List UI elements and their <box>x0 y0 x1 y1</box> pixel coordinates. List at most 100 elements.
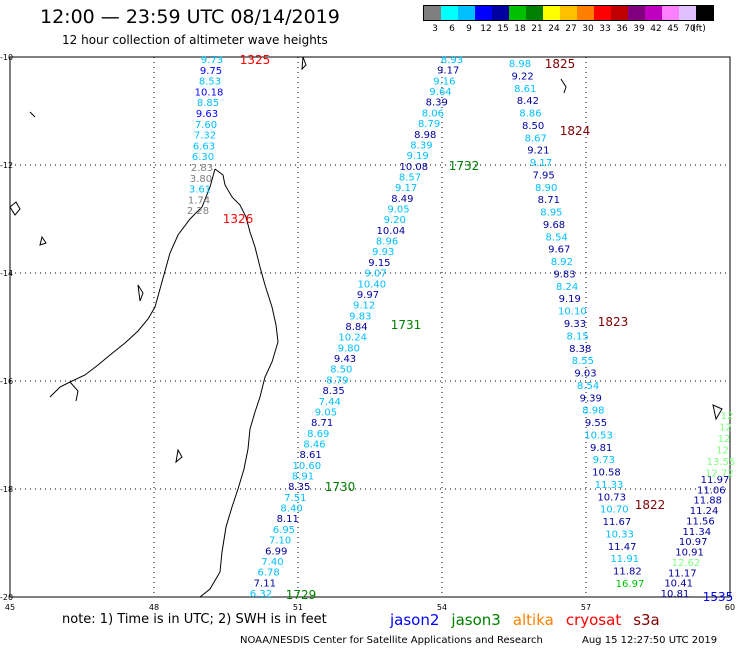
reunion-area-island <box>712 404 723 421</box>
wave-height-label: 7.11 <box>254 578 276 589</box>
wave-height-label: 8.50 <box>522 121 544 132</box>
wave-height-label: 9.67 <box>548 245 570 256</box>
wave-height-label: 9.17 <box>437 66 459 77</box>
satellite-legend: jason2 jason3 altika cryosat s3a <box>390 610 672 629</box>
wave-height-label: 6.95 <box>273 525 295 536</box>
wave-height-label: 9.22 <box>511 71 533 82</box>
wave-height-label: 11.97 <box>701 475 730 486</box>
wave-height-label: 9.81 <box>590 443 612 454</box>
wave-height-label: 12 <box>719 423 732 434</box>
wave-height-label: 12 <box>718 434 731 445</box>
wave-height-label: 11.34 <box>682 527 711 538</box>
island-small-nw <box>29 56 307 118</box>
pass-time-label: 1823 <box>598 315 629 329</box>
generated-timestamp: Aug 15 12:27:50 UTC 2019 <box>582 635 718 646</box>
wave-height-label: 3.61 <box>189 185 211 196</box>
wave-height-label: 8.54 <box>577 381 599 392</box>
wave-height-label: 8.42 <box>517 96 539 107</box>
wave-height-label: 11.24 <box>690 506 719 517</box>
legend-label: 70 <box>684 24 696 34</box>
wave-height-label: 9.39 <box>580 393 602 404</box>
y-tick-label: -20 <box>0 593 13 602</box>
x-tick-label: 54 <box>437 603 447 612</box>
wave-height-label: 10.40 <box>357 279 386 290</box>
legend-swatch <box>526 6 543 20</box>
pass-time-label: 1732 <box>449 159 480 173</box>
wave-height-label: 11.82 <box>613 567 642 578</box>
wave-height-label: 8.79 <box>418 119 440 130</box>
legend-swatch <box>424 6 441 20</box>
wave-height-label: 12.72 <box>705 469 734 480</box>
satellite-legend-s3a: s3a <box>633 611 660 629</box>
wave-height-label: 8.24 <box>556 282 578 293</box>
legend-label: 6 <box>449 24 455 34</box>
pass-time-label: 1824 <box>560 124 591 138</box>
pass-time-label: 1822 <box>635 498 666 512</box>
wave-height-label: 10.58 <box>592 468 621 479</box>
wave-height-label: 9.93 <box>372 247 394 258</box>
pass-time-label: 1730 <box>325 480 356 494</box>
wave-height-label: 11.67 <box>603 517 632 528</box>
x-tick-label: 57 <box>581 603 591 612</box>
wave-height-label: 8.40 <box>280 504 302 515</box>
legend-label: 24 <box>548 24 560 34</box>
wave-height-label: 9.83 <box>553 269 575 280</box>
wave-height-label: 8.95 <box>540 208 562 219</box>
pass-time-label: 1731 <box>391 318 422 332</box>
wave-height-label: 9.73 <box>201 55 223 66</box>
pass-time-label: 1535 <box>703 590 734 604</box>
y-tick-label: -10 <box>0 53 13 62</box>
wave-height-label: 8.50 <box>330 365 352 376</box>
wave-height-label: 8.54 <box>546 232 568 243</box>
y-tick-label: -16 <box>0 377 13 386</box>
wave-height-label: 7.51 <box>284 493 306 504</box>
wave-height-label: 8.61 <box>514 84 536 95</box>
color-scale-labels: 3 6 9 12 15 18 21 24 27 30 33 36 39 42 45 70(ft) <box>432 24 706 34</box>
wave-height-label: 10.10 <box>558 307 587 318</box>
wave-height-label: 11.33 <box>595 480 624 491</box>
wave-height-label: 8.86 <box>519 109 541 120</box>
legend-swatch <box>577 6 594 20</box>
legend-swatch <box>441 6 458 20</box>
wave-height-label: 7.95 <box>532 170 554 181</box>
wave-height-label: 8.84 <box>345 322 367 333</box>
wave-height-label: 9.19 <box>406 151 428 162</box>
wave-height-label: 9.73 <box>593 455 615 466</box>
wave-height-label: 8.38 <box>569 344 591 355</box>
page-title: 12:00 — 23:59 UTC 08/14/2019 <box>40 6 340 28</box>
legend-label: 39 <box>633 24 645 34</box>
legend-label: 12 <box>480 24 491 34</box>
wave-height-label: 8.39 <box>410 140 432 151</box>
wave-height-label: 9.97 <box>357 290 379 301</box>
wave-height-label: 8.67 <box>525 133 547 144</box>
wave-height-label: 9.64 <box>429 87 451 98</box>
wave-height-label: 6.30 <box>192 152 214 163</box>
legend-label: 33 <box>599 24 610 34</box>
wave-height-label: 6.78 <box>258 568 280 579</box>
wave-height-label: 12 <box>716 446 729 457</box>
legend-label: 9 <box>466 24 472 34</box>
wave-height-label: 9.17 <box>530 158 552 169</box>
comoros-island <box>9 201 47 246</box>
legend-swatch <box>475 6 492 20</box>
wave-height-label: 11.91 <box>610 554 639 565</box>
satellite-legend-jason3: jason3 <box>451 611 501 629</box>
y-tick-label: -18 <box>0 485 13 494</box>
wave-height-label: 12.62 <box>672 558 701 569</box>
wave-height-label: 8.53 <box>199 77 221 88</box>
wave-height-label: 8.79 <box>326 375 348 386</box>
legend-label: 3 <box>432 24 438 34</box>
legend-swatch <box>662 6 679 20</box>
wave-height-label: 10.70 <box>600 505 629 516</box>
legend-label: 30 <box>582 24 594 34</box>
wave-height-label: 10.33 <box>605 529 634 540</box>
coastline <box>9 56 723 598</box>
page-subtitle: 12 hour collection of altimeter wave hei… <box>62 33 328 47</box>
wave-height-label: 10.18 <box>195 87 224 98</box>
x-tick-label: 45 <box>5 603 15 612</box>
wave-height-label: 8.85 <box>197 98 219 109</box>
wave-height-label: 6.99 <box>265 546 287 557</box>
wave-height-label: 9.80 <box>338 343 360 354</box>
wave-height-label: 6.32 <box>250 589 272 600</box>
